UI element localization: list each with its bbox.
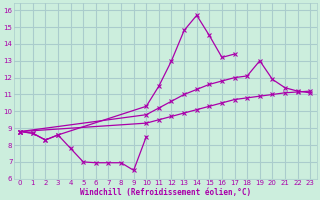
X-axis label: Windchill (Refroidissement éolien,°C): Windchill (Refroidissement éolien,°C) <box>80 188 251 197</box>
